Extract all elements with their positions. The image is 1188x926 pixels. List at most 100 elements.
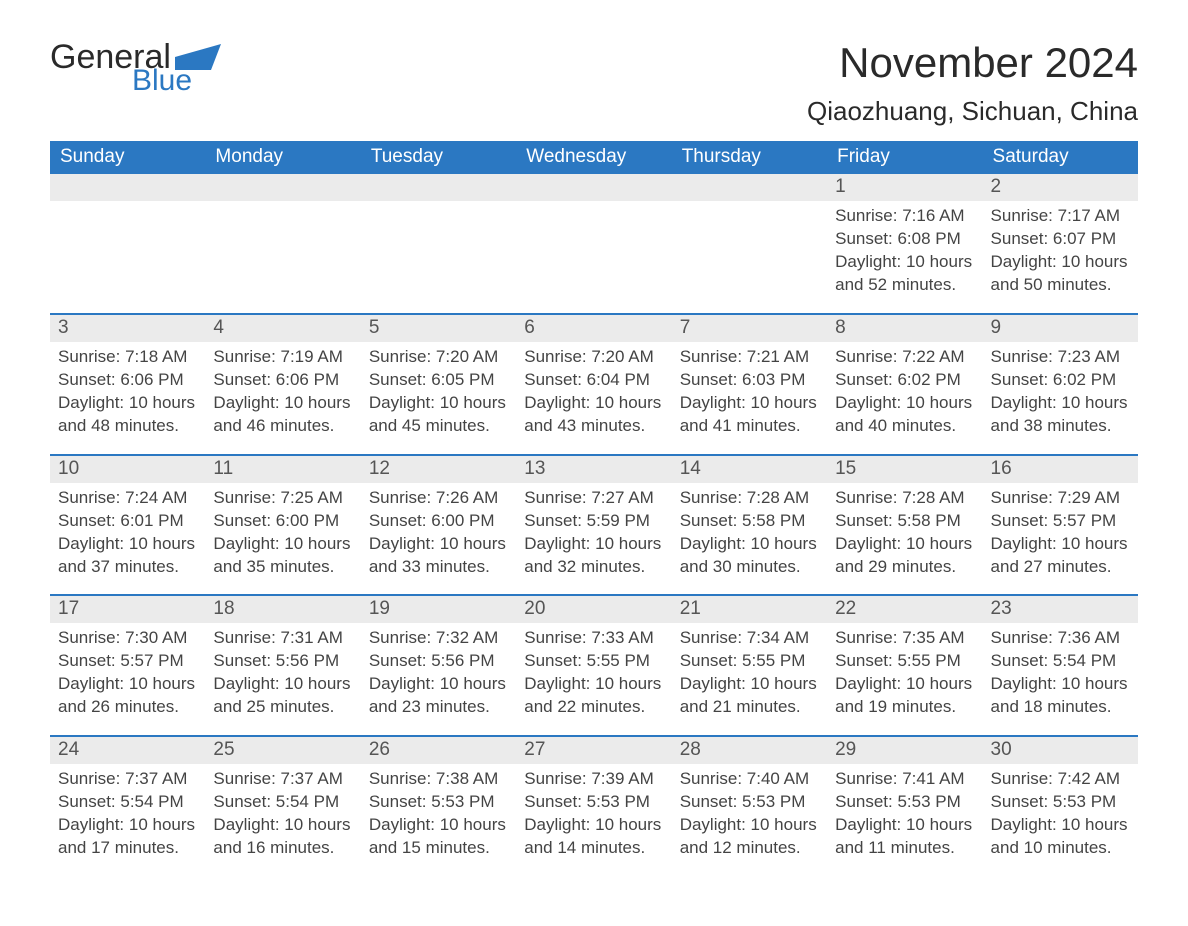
daylight-text-2: and 22 minutes.: [524, 696, 663, 719]
calendar-grid: Sunday Monday Tuesday Wednesday Thursday…: [50, 141, 1138, 876]
day-number: 24: [50, 737, 205, 764]
daylight-text-1: Daylight: 10 hours: [213, 673, 352, 696]
daylight-text-1: Daylight: 10 hours: [680, 533, 819, 556]
day-details: Sunrise: 7:26 AMSunset: 6:00 PMDaylight:…: [361, 483, 516, 579]
daylight-text-2: and 19 minutes.: [835, 696, 974, 719]
sunrise-text: Sunrise: 7:33 AM: [524, 627, 663, 650]
daylight-text-2: and 40 minutes.: [835, 415, 974, 438]
day-number: 8: [827, 315, 982, 342]
daylight-text-2: and 27 minutes.: [991, 556, 1130, 579]
sunset-text: Sunset: 6:08 PM: [835, 228, 974, 251]
calendar-day: 12Sunrise: 7:26 AMSunset: 6:00 PMDayligh…: [361, 456, 516, 595]
calendar-day: 13Sunrise: 7:27 AMSunset: 5:59 PMDayligh…: [516, 456, 671, 595]
calendar-day: 11Sunrise: 7:25 AMSunset: 6:00 PMDayligh…: [205, 456, 360, 595]
daylight-text-1: Daylight: 10 hours: [835, 251, 974, 274]
sunrise-text: Sunrise: 7:17 AM: [991, 205, 1130, 228]
daylight-text-1: Daylight: 10 hours: [58, 814, 197, 837]
day-number: 23: [983, 596, 1138, 623]
calendar-day: 2Sunrise: 7:17 AMSunset: 6:07 PMDaylight…: [983, 174, 1138, 313]
daylight-text-1: Daylight: 10 hours: [369, 814, 508, 837]
day-number: 21: [672, 596, 827, 623]
day-number: 11: [205, 456, 360, 483]
day-number: 19: [361, 596, 516, 623]
day-number: [50, 174, 205, 201]
daylight-text-2: and 43 minutes.: [524, 415, 663, 438]
daylight-text-1: Daylight: 10 hours: [369, 533, 508, 556]
daylight-text-1: Daylight: 10 hours: [991, 533, 1130, 556]
day-number: 17: [50, 596, 205, 623]
day-number: 13: [516, 456, 671, 483]
day-details: Sunrise: 7:37 AMSunset: 5:54 PMDaylight:…: [50, 764, 205, 860]
calendar-day: 29Sunrise: 7:41 AMSunset: 5:53 PMDayligh…: [827, 737, 982, 876]
daylight-text-1: Daylight: 10 hours: [524, 814, 663, 837]
calendar-day: 25Sunrise: 7:37 AMSunset: 5:54 PMDayligh…: [205, 737, 360, 876]
daylight-text-1: Daylight: 10 hours: [58, 392, 197, 415]
sunrise-text: Sunrise: 7:30 AM: [58, 627, 197, 650]
calendar-day: 10Sunrise: 7:24 AMSunset: 6:01 PMDayligh…: [50, 456, 205, 595]
sunrise-text: Sunrise: 7:35 AM: [835, 627, 974, 650]
sunset-text: Sunset: 5:53 PM: [369, 791, 508, 814]
sunset-text: Sunset: 5:55 PM: [680, 650, 819, 673]
title-block: November 2024 Qiaozhuang, Sichuan, China: [807, 40, 1138, 127]
calendar-day: 30Sunrise: 7:42 AMSunset: 5:53 PMDayligh…: [983, 737, 1138, 876]
header-row: General Blue November 2024 Qiaozhuang, S…: [50, 40, 1138, 127]
sunset-text: Sunset: 5:59 PM: [524, 510, 663, 533]
daylight-text-2: and 21 minutes.: [680, 696, 819, 719]
day-number: 27: [516, 737, 671, 764]
sunrise-text: Sunrise: 7:18 AM: [58, 346, 197, 369]
daylight-text-2: and 17 minutes.: [58, 837, 197, 860]
day-number: 7: [672, 315, 827, 342]
sunset-text: Sunset: 6:00 PM: [213, 510, 352, 533]
sunrise-text: Sunrise: 7:26 AM: [369, 487, 508, 510]
day-number: 20: [516, 596, 671, 623]
daylight-text-1: Daylight: 10 hours: [991, 814, 1130, 837]
calendar-week: 3Sunrise: 7:18 AMSunset: 6:06 PMDaylight…: [50, 313, 1138, 454]
sunrise-text: Sunrise: 7:21 AM: [680, 346, 819, 369]
weekday-friday: Friday: [827, 141, 982, 174]
sunset-text: Sunset: 5:57 PM: [991, 510, 1130, 533]
calendar-day: 9Sunrise: 7:23 AMSunset: 6:02 PMDaylight…: [983, 315, 1138, 454]
day-number: 3: [50, 315, 205, 342]
day-details: Sunrise: 7:18 AMSunset: 6:06 PMDaylight:…: [50, 342, 205, 438]
month-title: November 2024: [807, 40, 1138, 86]
sunset-text: Sunset: 6:01 PM: [58, 510, 197, 533]
day-details: Sunrise: 7:20 AMSunset: 6:05 PMDaylight:…: [361, 342, 516, 438]
sunset-text: Sunset: 5:54 PM: [58, 791, 197, 814]
day-details: Sunrise: 7:29 AMSunset: 5:57 PMDaylight:…: [983, 483, 1138, 579]
calendar-day: 16Sunrise: 7:29 AMSunset: 5:57 PMDayligh…: [983, 456, 1138, 595]
calendar-day: 18Sunrise: 7:31 AMSunset: 5:56 PMDayligh…: [205, 596, 360, 735]
day-number: 28: [672, 737, 827, 764]
daylight-text-1: Daylight: 10 hours: [680, 673, 819, 696]
weekday-monday: Monday: [205, 141, 360, 174]
daylight-text-1: Daylight: 10 hours: [58, 673, 197, 696]
day-details: Sunrise: 7:40 AMSunset: 5:53 PMDaylight:…: [672, 764, 827, 860]
sunrise-text: Sunrise: 7:41 AM: [835, 768, 974, 791]
calendar-week: 17Sunrise: 7:30 AMSunset: 5:57 PMDayligh…: [50, 594, 1138, 735]
day-details: Sunrise: 7:35 AMSunset: 5:55 PMDaylight:…: [827, 623, 982, 719]
sunrise-text: Sunrise: 7:23 AM: [991, 346, 1130, 369]
sunset-text: Sunset: 5:57 PM: [58, 650, 197, 673]
day-number: 15: [827, 456, 982, 483]
daylight-text-2: and 50 minutes.: [991, 274, 1130, 297]
sunset-text: Sunset: 6:03 PM: [680, 369, 819, 392]
daylight-text-1: Daylight: 10 hours: [680, 814, 819, 837]
daylight-text-2: and 38 minutes.: [991, 415, 1130, 438]
weekday-wednesday: Wednesday: [516, 141, 671, 174]
daylight-text-2: and 23 minutes.: [369, 696, 508, 719]
sunset-text: Sunset: 6:02 PM: [991, 369, 1130, 392]
day-number: 22: [827, 596, 982, 623]
calendar-day-empty: [672, 174, 827, 313]
day-number: 29: [827, 737, 982, 764]
daylight-text-2: and 16 minutes.: [213, 837, 352, 860]
sunset-text: Sunset: 5:53 PM: [835, 791, 974, 814]
day-number: 1: [827, 174, 982, 201]
day-number: 25: [205, 737, 360, 764]
day-details: Sunrise: 7:23 AMSunset: 6:02 PMDaylight:…: [983, 342, 1138, 438]
sunrise-text: Sunrise: 7:16 AM: [835, 205, 974, 228]
daylight-text-2: and 15 minutes.: [369, 837, 508, 860]
calendar-day: 4Sunrise: 7:19 AMSunset: 6:06 PMDaylight…: [205, 315, 360, 454]
sunrise-text: Sunrise: 7:20 AM: [369, 346, 508, 369]
daylight-text-1: Daylight: 10 hours: [835, 533, 974, 556]
calendar-day-empty: [361, 174, 516, 313]
sunrise-text: Sunrise: 7:28 AM: [680, 487, 819, 510]
